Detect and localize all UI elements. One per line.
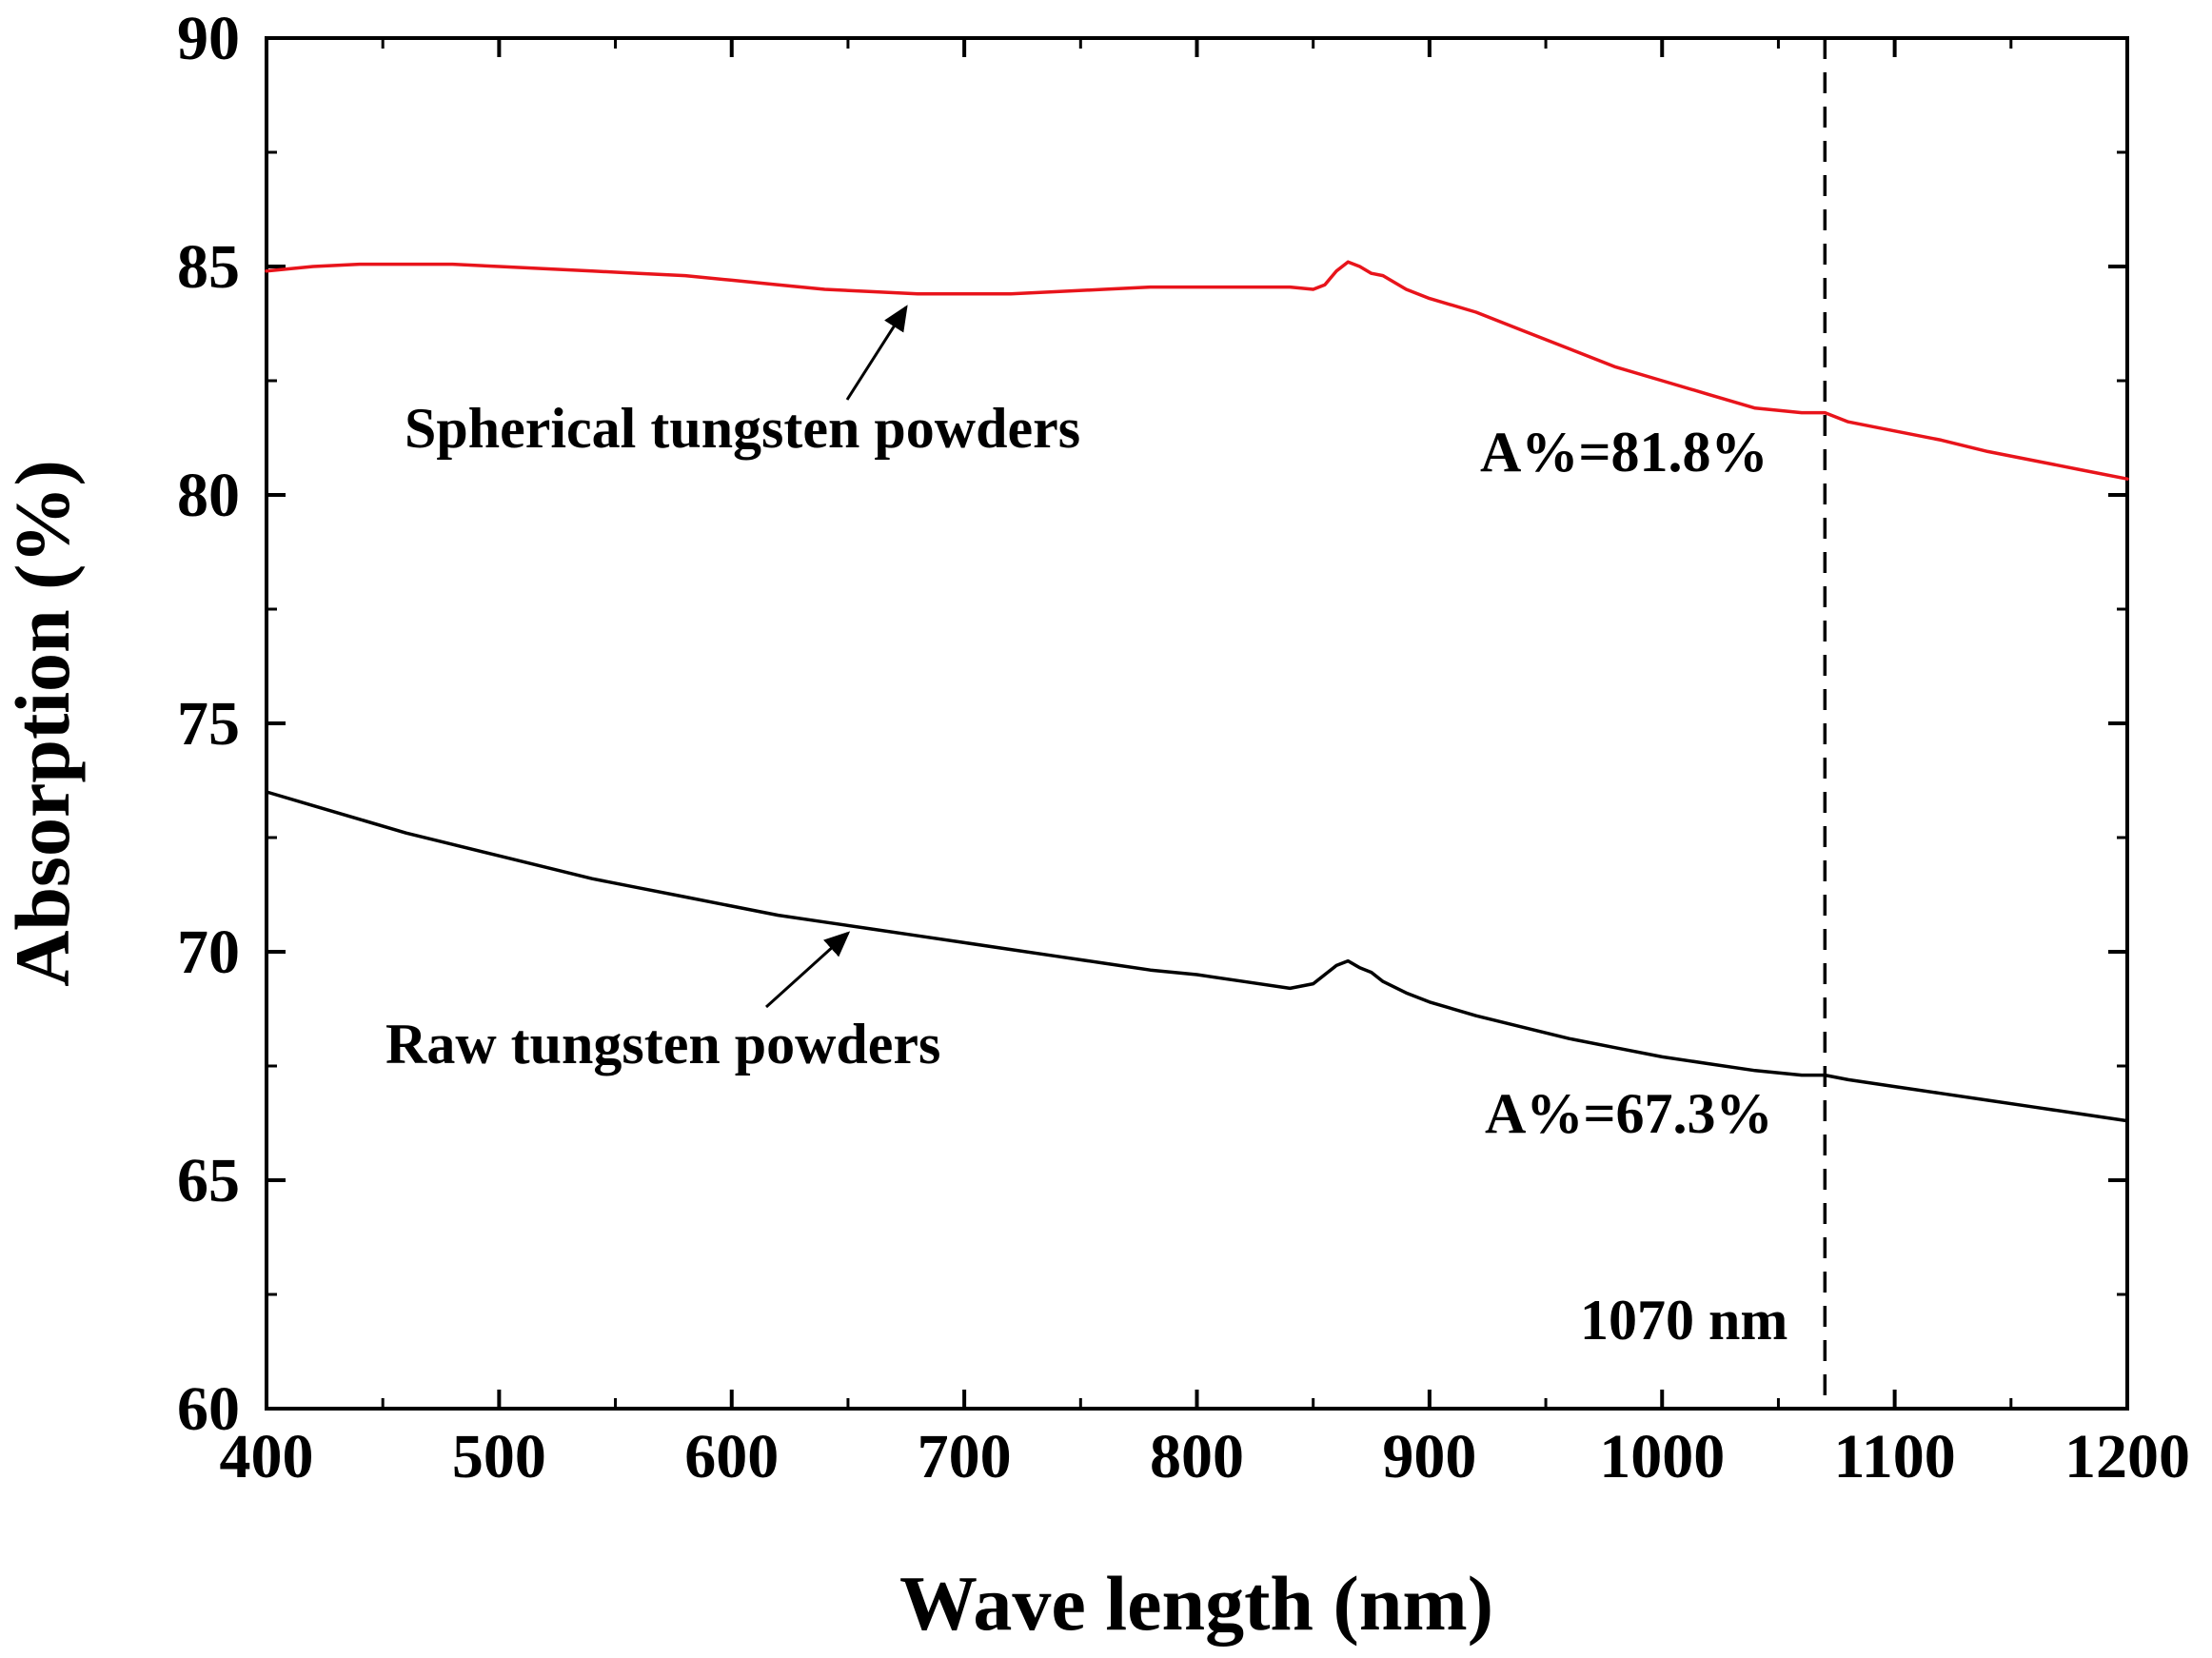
y-tick-label: 90 <box>177 4 240 73</box>
spherical-absorption-value: A%=81.8% <box>1480 421 1768 484</box>
y-tick-label: 70 <box>177 918 240 987</box>
reference-line-label: 1070 nm <box>1580 1289 1787 1352</box>
y-axis-ticks <box>267 36 2127 1411</box>
spherical-pointer-arrow <box>845 305 908 401</box>
x-axis-title: Wave length (nm) <box>899 1560 1493 1647</box>
plot-frame <box>265 36 2129 1411</box>
x-tick-label: 800 <box>1150 1422 1244 1491</box>
x-axis-ticks <box>265 38 2129 1409</box>
x-tick-label: 600 <box>684 1422 779 1491</box>
y-tick-label: 80 <box>177 461 240 530</box>
y-tick-label: 85 <box>177 232 240 302</box>
spherical-series-label: Spherical tungsten powders <box>405 397 1080 460</box>
x-tick-label: 900 <box>1382 1422 1476 1491</box>
y-axis-tick-labels: 60 65 70 75 80 85 90 <box>177 4 240 1444</box>
raw-series-label: Raw tungsten powders <box>385 1013 940 1076</box>
x-tick-label: 400 <box>220 1422 314 1491</box>
raw-pointer-arrow <box>764 931 851 1009</box>
x-tick-label: 500 <box>452 1422 546 1491</box>
spherical-series-line <box>265 260 2129 481</box>
raw-absorption-value: A%=67.3% <box>1485 1082 1773 1145</box>
y-tick-label: 65 <box>177 1146 240 1215</box>
data-series <box>265 260 2129 1123</box>
x-tick-label: 700 <box>918 1422 1012 1491</box>
y-tick-label: 60 <box>177 1374 240 1444</box>
x-tick-label: 1000 <box>1599 1422 1725 1491</box>
y-tick-label: 75 <box>177 689 240 759</box>
x-axis-tick-labels: 400 500 600 700 800 900 1000 1100 1200 <box>220 1422 2191 1491</box>
x-tick-label: 1200 <box>2064 1422 2190 1491</box>
y-axis-title: Absorption (%) <box>0 460 86 987</box>
raw-series-line <box>265 790 2129 1123</box>
x-tick-label: 1100 <box>1833 1422 1955 1491</box>
